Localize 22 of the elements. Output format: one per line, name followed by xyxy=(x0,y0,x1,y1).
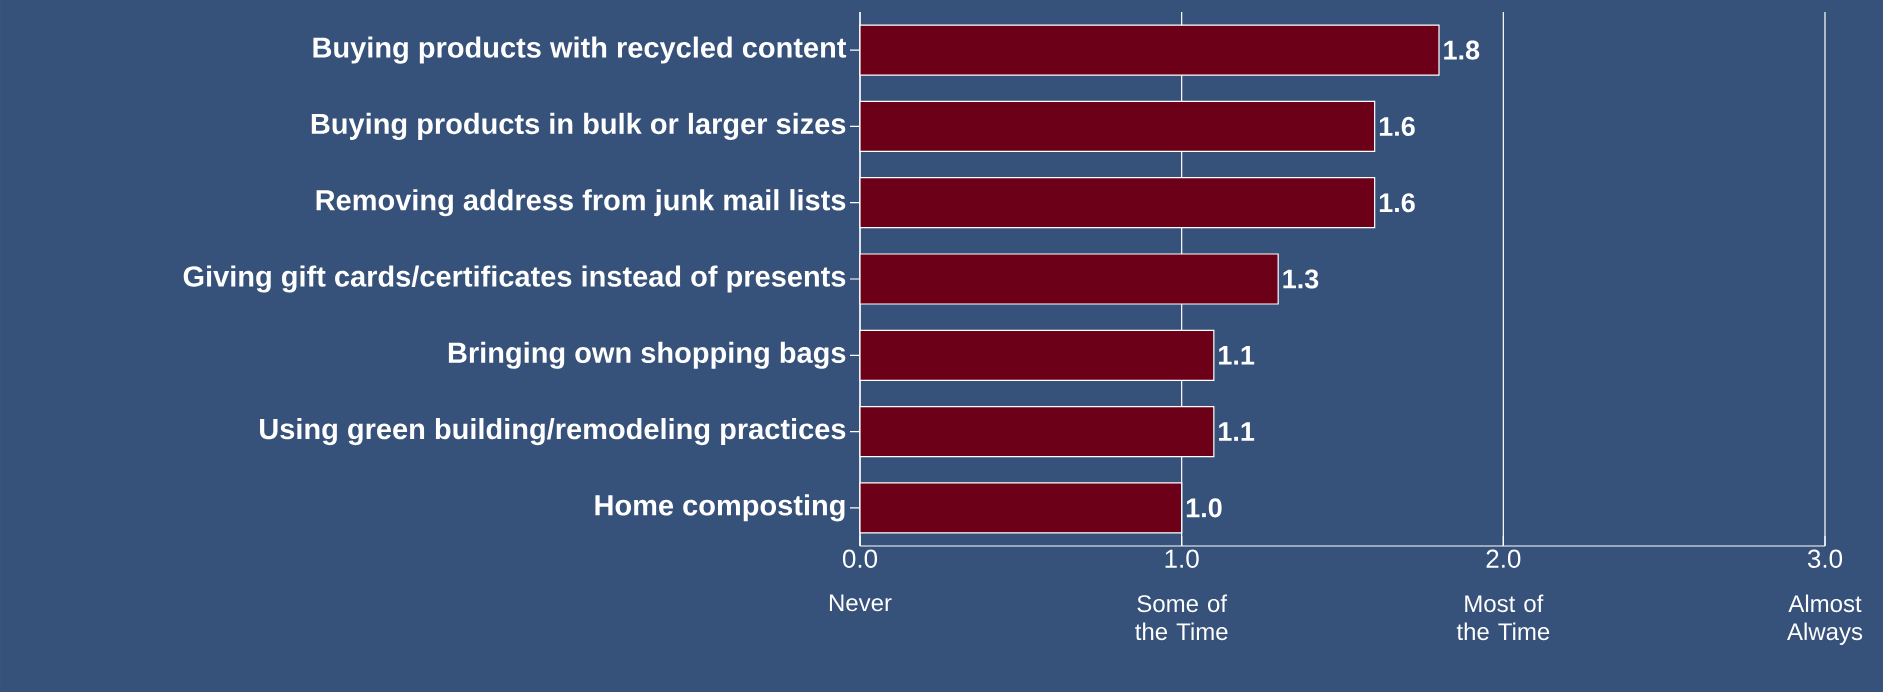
data-label: 1.1 xyxy=(1219,345,1255,365)
data-label: 1.8 xyxy=(1444,40,1480,60)
data-label: 1.6 xyxy=(1379,193,1415,213)
y-tick-label: Bringing own shopping bags xyxy=(448,341,846,369)
y-tick-label: Removing address from junk mail lists xyxy=(316,189,846,217)
y-tick-label: Buying products with recycled content xyxy=(313,36,847,64)
y-tick-label: Home composting xyxy=(595,494,845,522)
x-tick-label: 2.0 xyxy=(1486,549,1521,568)
y-tick-label: Buying products in bulk or larger sizes xyxy=(311,112,846,141)
x-tick-label: 3.0 xyxy=(1807,549,1843,568)
text: Some of the Time xyxy=(1135,594,1228,641)
data-label: 1.1 xyxy=(1219,422,1255,441)
y-tick-label: Using green building/remodeling practices xyxy=(260,417,846,446)
data-label: 1.0 xyxy=(1186,498,1222,518)
x-tick-label: 0.0 xyxy=(842,549,878,568)
text: Almost Always xyxy=(1787,594,1863,645)
text: Never xyxy=(829,594,892,612)
data-label: 1.6 xyxy=(1379,116,1415,136)
data-label: 1.3 xyxy=(1283,269,1319,289)
y-tick-label: Giving gift cards/certificates instead of presents xyxy=(183,265,846,293)
x-tick-label: 1.0 xyxy=(1165,549,1199,568)
text: Most of the Time xyxy=(1456,594,1550,641)
